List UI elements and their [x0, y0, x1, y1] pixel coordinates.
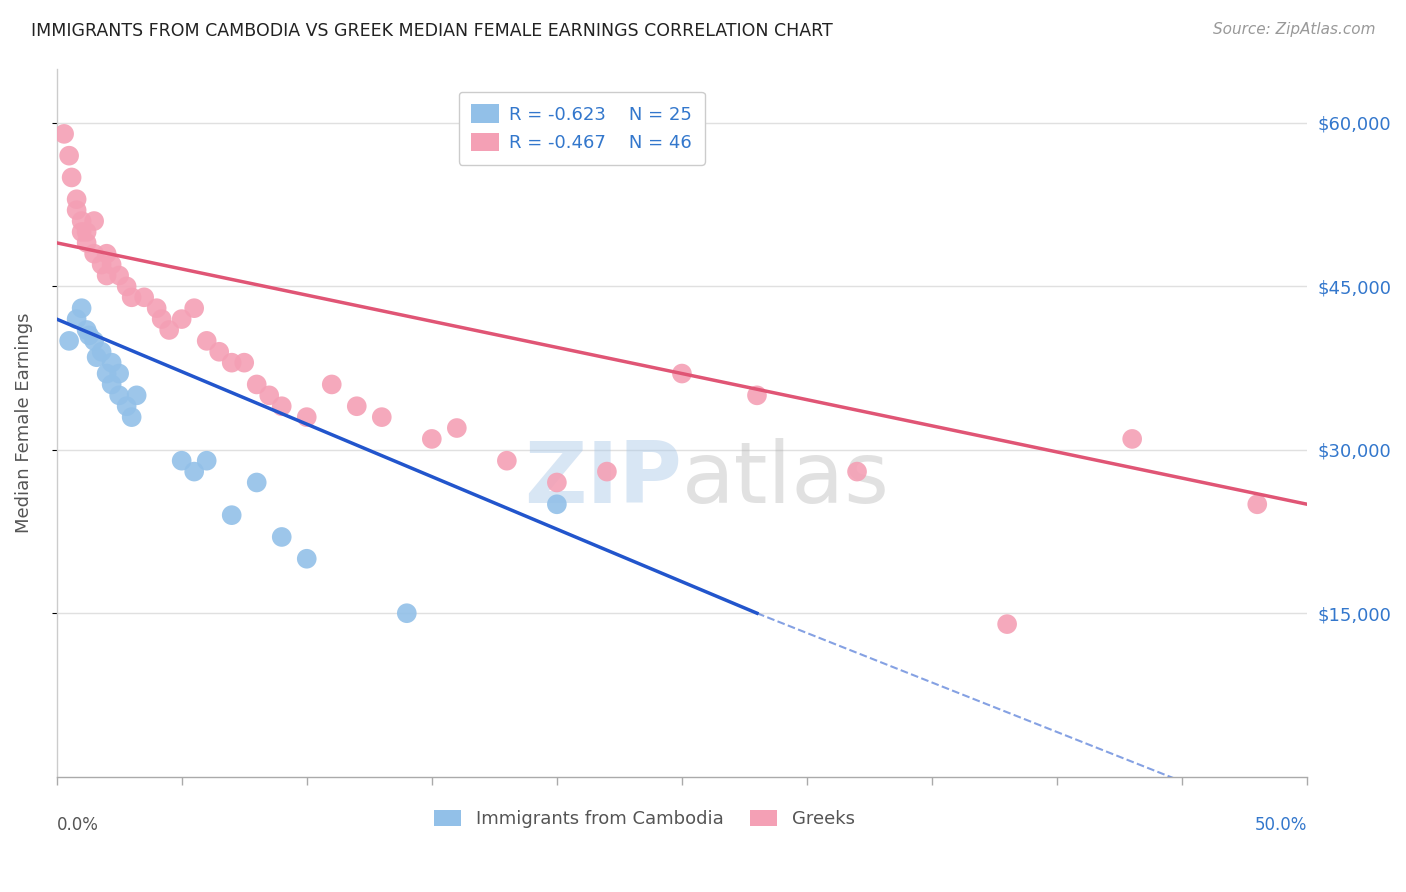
Point — [221, 508, 243, 523]
Point — [70, 225, 93, 239]
Point — [134, 290, 156, 304]
Point — [671, 367, 693, 381]
Point — [65, 203, 87, 218]
Point — [53, 127, 76, 141]
Point — [371, 410, 394, 425]
Point — [100, 258, 122, 272]
Point — [495, 453, 517, 467]
Point — [221, 356, 243, 370]
Point — [846, 465, 869, 479]
Point — [546, 497, 568, 511]
Text: 50.0%: 50.0% — [1256, 815, 1308, 833]
Point — [295, 551, 318, 566]
Point — [83, 334, 105, 348]
Point — [90, 344, 112, 359]
Point — [246, 475, 269, 490]
Point — [270, 530, 292, 544]
Point — [346, 399, 368, 413]
Text: IMMIGRANTS FROM CAMBODIA VS GREEK MEDIAN FEMALE EARNINGS CORRELATION CHART: IMMIGRANTS FROM CAMBODIA VS GREEK MEDIAN… — [31, 22, 832, 40]
Text: ZIP: ZIP — [524, 438, 682, 521]
Point — [1246, 497, 1268, 511]
Point — [745, 388, 768, 402]
Point — [90, 258, 112, 272]
Point — [77, 328, 100, 343]
Y-axis label: Median Female Earnings: Median Female Earnings — [15, 312, 32, 533]
Point — [150, 312, 173, 326]
Point — [208, 344, 231, 359]
Point — [270, 399, 292, 413]
Point — [321, 377, 343, 392]
Point — [76, 225, 98, 239]
Point — [76, 323, 98, 337]
Point — [96, 268, 118, 283]
Point — [170, 312, 193, 326]
Point — [65, 312, 87, 326]
Point — [295, 410, 318, 425]
Point — [121, 410, 143, 425]
Point — [108, 367, 131, 381]
Point — [995, 617, 1018, 632]
Point — [65, 192, 87, 206]
Point — [83, 214, 105, 228]
Point — [121, 290, 143, 304]
Point — [1121, 432, 1143, 446]
Point — [70, 214, 93, 228]
Point — [233, 356, 256, 370]
Text: atlas: atlas — [682, 438, 890, 521]
Point — [86, 350, 108, 364]
Point — [76, 235, 98, 250]
Point — [100, 377, 122, 392]
Point — [100, 356, 122, 370]
Point — [58, 149, 80, 163]
Point — [246, 377, 269, 392]
Point — [60, 170, 83, 185]
Text: Source: ZipAtlas.com: Source: ZipAtlas.com — [1212, 22, 1375, 37]
Point — [96, 367, 118, 381]
Point — [195, 453, 218, 467]
Point — [257, 388, 280, 402]
Point — [125, 388, 148, 402]
Point — [58, 334, 80, 348]
Point — [596, 465, 619, 479]
Point — [115, 279, 138, 293]
Point — [420, 432, 443, 446]
Point — [108, 268, 131, 283]
Text: 0.0%: 0.0% — [56, 815, 98, 833]
Legend: Immigrants from Cambodia, Greeks: Immigrants from Cambodia, Greeks — [434, 810, 855, 828]
Point — [83, 246, 105, 260]
Point — [145, 301, 167, 315]
Point — [96, 246, 118, 260]
Point — [183, 301, 205, 315]
Point — [446, 421, 468, 435]
Point — [183, 465, 205, 479]
Point — [170, 453, 193, 467]
Point — [195, 334, 218, 348]
Point — [115, 399, 138, 413]
Point — [546, 475, 568, 490]
Point — [395, 606, 418, 620]
Point — [157, 323, 180, 337]
Point — [70, 301, 93, 315]
Point — [108, 388, 131, 402]
